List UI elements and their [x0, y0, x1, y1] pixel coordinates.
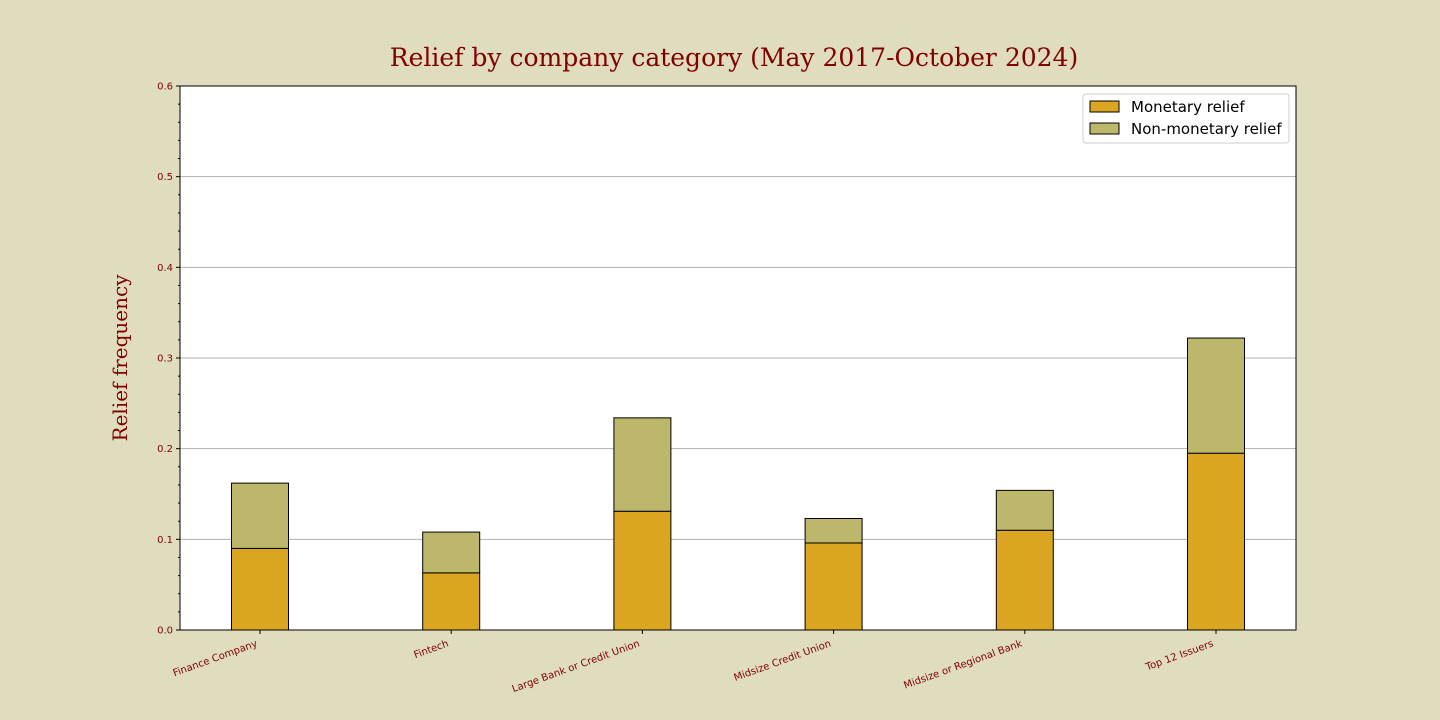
- bar-non-monetary: [804, 517, 863, 544]
- y-tick-label: 0.4: [157, 263, 173, 274]
- bar-monetary: [804, 542, 863, 631]
- bar-non-monetary: [613, 417, 672, 512]
- bar-monetary: [422, 572, 481, 631]
- bar-non-monetary: [1187, 337, 1245, 454]
- legend-label-monetary: Monetary relief: [1131, 98, 1245, 116]
- legend: Monetary relief Non-monetary relief: [1082, 93, 1290, 144]
- x-tick-label: Finance Company: [172, 638, 259, 679]
- y-tick-label: 0.6: [157, 82, 173, 93]
- x-tick-label: Midsize Credit Union: [733, 638, 833, 683]
- grid-lines: [180, 176, 1296, 540]
- y-axis-ticks: 0.0 0.1 0.2 0.3 0.4 0.5 0.6: [157, 82, 180, 637]
- x-tick-label: Large Bank or Credit Union: [511, 638, 642, 695]
- y-tick-label: 0.3: [157, 354, 173, 365]
- x-tick-label: Fintech: [413, 638, 451, 661]
- y-tick-label: 0.2: [157, 444, 173, 455]
- bar-non-monetary: [422, 531, 481, 574]
- bar-non-monetary: [995, 489, 1054, 531]
- bar-monetary: [995, 529, 1054, 631]
- x-tick-label: Midsize or Regional Bank: [902, 638, 1024, 691]
- legend-swatch-monetary: [1089, 100, 1120, 113]
- chart-title: Relief by company category (May 2017-Oct…: [390, 43, 1078, 72]
- y-axis-label: Relief frequency: [108, 274, 132, 442]
- bar-monetary: [231, 547, 289, 631]
- legend-label-non-monetary: Non-monetary relief: [1131, 120, 1282, 138]
- y-tick-label: 0.1: [157, 535, 173, 546]
- legend-box: [1082, 93, 1290, 144]
- x-tick-label: Top 12 Issuers: [1143, 638, 1215, 673]
- bars: [231, 337, 1245, 631]
- x-axis-ticks: Finance Company Fintech Large Bank or Cred…: [172, 630, 1217, 695]
- legend-swatch-non-monetary: [1089, 122, 1120, 135]
- y-tick-label: 0.0: [157, 626, 173, 637]
- bar-monetary: [613, 510, 672, 631]
- bar-non-monetary: [231, 482, 289, 549]
- y-tick-label: 0.5: [157, 172, 173, 183]
- bar-monetary: [1187, 452, 1245, 631]
